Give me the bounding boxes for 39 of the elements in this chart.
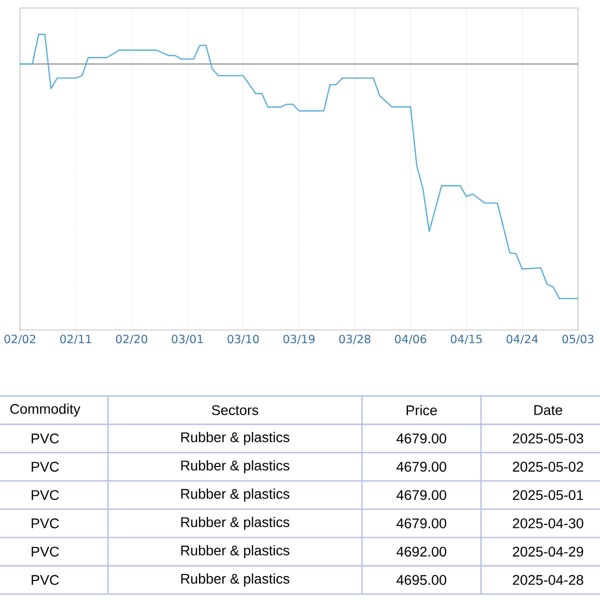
text: 2025-04-30 [512,518,584,528]
text: Rubber & plastics [181,545,290,558]
text: 4692.00 [396,546,446,557]
x-tick-label: 02/20 [116,334,148,344]
text: 4679.00 [396,490,446,500]
text: Date [534,405,562,416]
x-tick-label: 02/11 [60,334,92,344]
text: Sectors [212,405,258,416]
text: 4679.00 [396,518,446,528]
x-tick-label: 02/02 [4,334,36,344]
x-tick-label: 04/24 [506,334,538,344]
text: PVC [32,546,59,557]
text: PVC [32,434,59,444]
text: Rubber & plastics [181,516,290,530]
x-tick-label: 03/01 [172,334,203,344]
x-tick-label: 05/03 [562,334,594,344]
text: 2025-04-28 [512,575,584,585]
text: 2025-05-01 [512,490,584,500]
text: Rubber & plastics [181,488,290,502]
x-tick-label: 04/06 [395,334,426,344]
text: Rubber & plastics [181,432,290,445]
text: Price [406,405,437,416]
text: 4679.00 [396,462,446,472]
x-tick-label: 04/15 [450,334,482,344]
text: Commodity [10,404,80,417]
text: Rubber & plastics [181,460,290,474]
text: 2025-04-29 [512,546,584,557]
x-tick-label: 03/19 [283,334,315,344]
text: PVC [32,575,59,585]
text: 4695.00 [396,575,446,585]
x-tick-label: 03/28 [339,334,370,344]
text: PVC [32,462,59,472]
text: 2025-05-03 [512,434,584,444]
x-tick-label: 03/10 [228,334,259,344]
text: Rubber & plastics [181,573,290,586]
text: PVC [32,518,59,528]
text: 2025-05-02 [512,462,584,472]
text: 4679.00 [396,434,446,444]
text: PVC [32,490,59,500]
